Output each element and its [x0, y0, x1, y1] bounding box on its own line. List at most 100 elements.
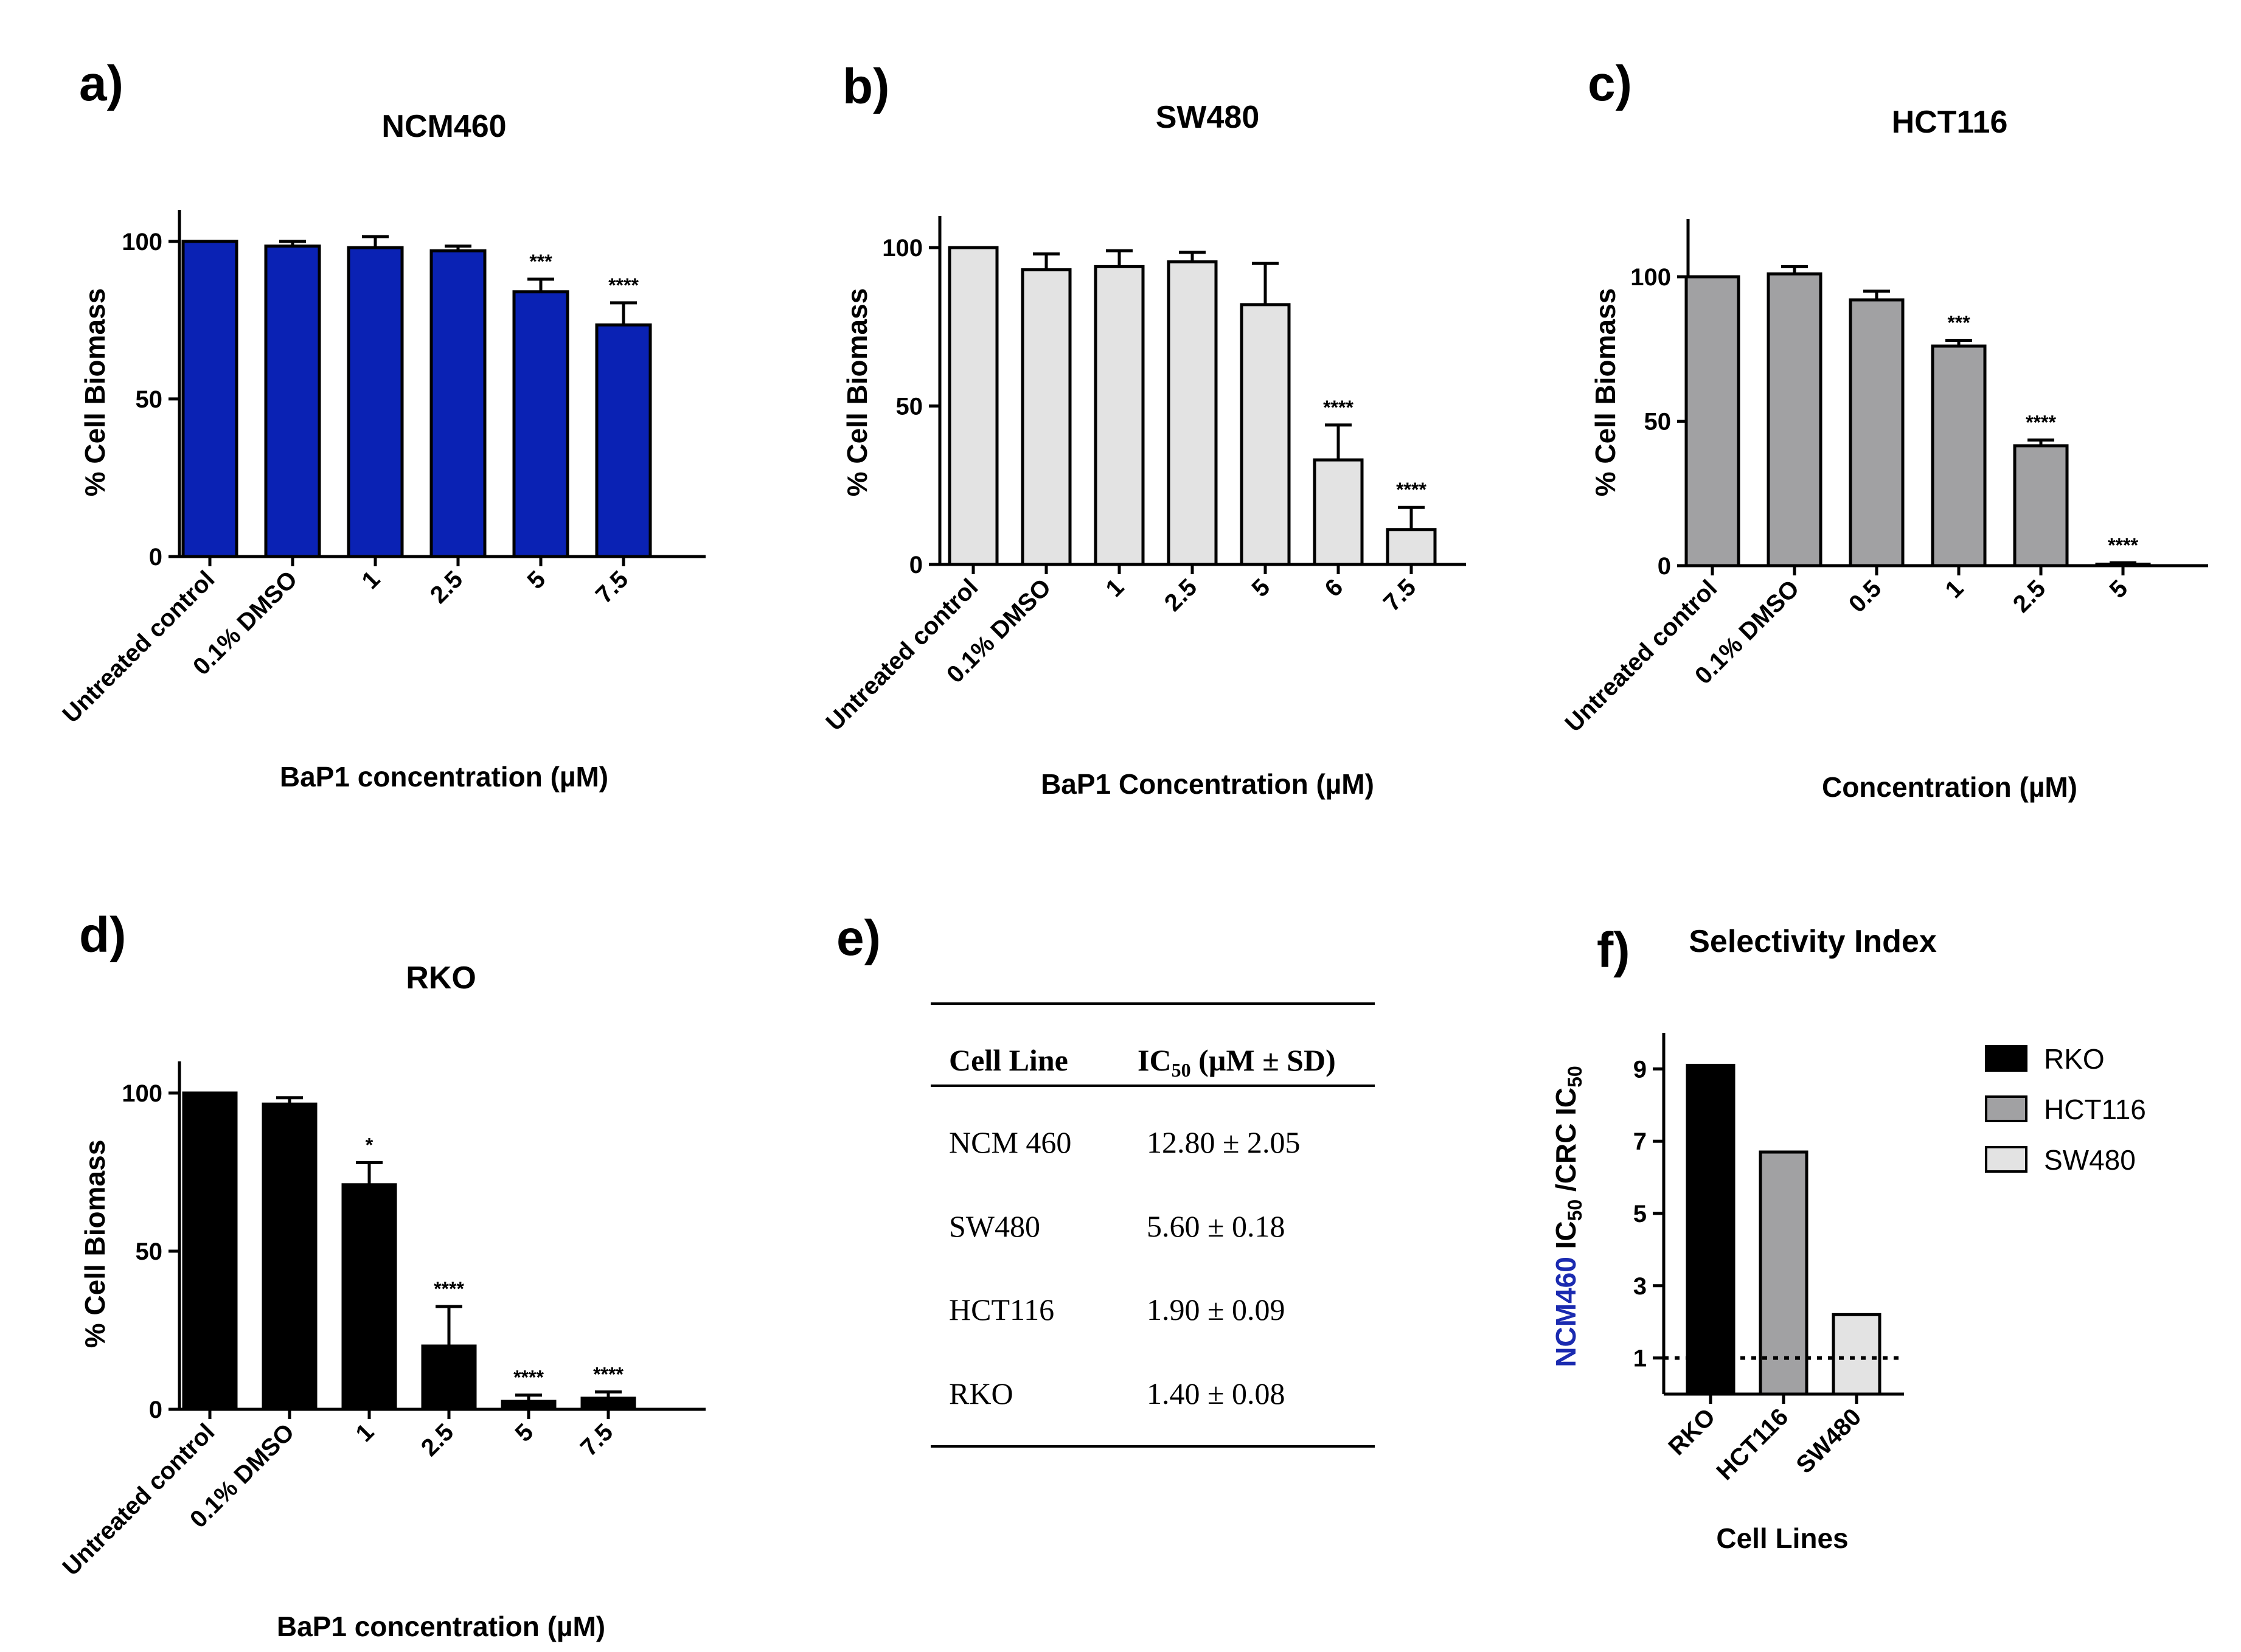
y-axis-label: % Cell Biomass — [79, 1140, 111, 1348]
bar — [512, 290, 569, 558]
x-tick-label: 0.5 — [1844, 575, 1886, 617]
significance-label: **** — [434, 1278, 464, 1300]
panel-letter-e: e) — [836, 911, 881, 966]
x-tick-label: 7.5 — [575, 1418, 618, 1461]
y-tick-label: 50 — [136, 386, 163, 413]
chart-ncm460: NCM460 % Cell Biomass BaP1 concentration… — [58, 109, 706, 793]
x-tick-label: Untreated control — [58, 566, 220, 728]
bar — [501, 1400, 557, 1411]
y-axis-label: % Cell Biomass — [841, 288, 873, 497]
significance-label: *** — [1947, 312, 1970, 334]
bar — [580, 1397, 636, 1411]
y-axis-label-ncm460: NCM460 — [1550, 1257, 1582, 1367]
x-tick-label: 5 — [2105, 575, 2133, 603]
x-tick-label: 7.5 — [591, 566, 633, 608]
table-cell: 1.40 ± 0.08 — [1147, 1376, 1285, 1411]
chart-title: SW480 — [1156, 100, 1260, 135]
chart-title: Selectivity Index — [1689, 924, 1937, 959]
legend-swatch-hct116 — [1985, 1095, 2027, 1122]
table-row: NCM 460 12.80 ± 2.05 — [949, 1125, 1300, 1159]
bar — [1386, 528, 1437, 566]
x-tick-label: 1 — [1101, 574, 1130, 602]
chart-title: NCM460 — [381, 109, 506, 144]
significance-label: **** — [2026, 411, 2056, 433]
table-cell: NCM 460 — [949, 1125, 1071, 1159]
legend-swatch-rko — [1985, 1045, 2027, 1072]
bar — [1686, 1063, 1735, 1396]
bar — [1767, 272, 1822, 567]
ic50-table: Cell Line IC50 (µM ± SD) NCM 460 12.80 ±… — [931, 1002, 1375, 1448]
x-axis-label: Cell Lines — [1716, 1522, 1848, 1554]
x-tick-label: 5 — [510, 1418, 539, 1447]
chart-selectivity-index: Selectivity Index Cell Lines NCM460 IC50… — [1550, 924, 2146, 1554]
bar — [948, 246, 999, 566]
y-tick-label: 50 — [896, 394, 923, 420]
x-tick-label: HCT116 — [1711, 1403, 1793, 1485]
significance-label: **** — [1323, 397, 1353, 418]
x-tick-label: Untreated control — [58, 1418, 220, 1581]
table-cell: RKO — [949, 1376, 1013, 1411]
bar — [2095, 563, 2151, 567]
y-tick-label: 100 — [122, 229, 162, 255]
y-tick-label: 3 — [1633, 1273, 1647, 1300]
y-tick-label: 100 — [122, 1080, 162, 1107]
x-tick-label: 2.5 — [1159, 574, 1202, 616]
legend: RKO HCT116 SW480 — [1985, 1043, 2146, 1176]
legend-label-sw480: SW480 — [2044, 1144, 2136, 1176]
x-axis-label: BaP1 concentration (µM) — [280, 761, 608, 793]
x-tick-label: SW480 — [1791, 1403, 1866, 1479]
panel-letter-f: f) — [1597, 923, 1630, 978]
panel-letter-b: b) — [843, 59, 889, 114]
bar — [1931, 344, 1987, 567]
bar — [347, 246, 404, 558]
significance-label: **** — [608, 274, 639, 296]
significance-label: * — [366, 1134, 374, 1156]
x-tick-label: 5 — [523, 566, 551, 594]
table-header-cell-line: Cell Line — [949, 1043, 1068, 1077]
chart-title: RKO — [406, 960, 476, 996]
x-tick-label: RKO — [1663, 1403, 1720, 1460]
x-tick-label: 2.5 — [2008, 575, 2051, 617]
x-tick-label: 2.5 — [425, 566, 468, 608]
y-tick-label: 1 — [1633, 1345, 1647, 1372]
bar — [429, 249, 487, 558]
legend-swatch-sw480 — [1985, 1146, 2027, 1173]
y-tick-label: 100 — [882, 235, 923, 262]
table-row: RKO 1.40 ± 0.08 — [949, 1376, 1285, 1411]
bar — [341, 1183, 397, 1411]
significance-label: **** — [513, 1367, 544, 1389]
y-tick-label: 9 — [1633, 1056, 1647, 1083]
x-tick-label: 2.5 — [416, 1418, 459, 1461]
x-axis-label: Concentration (µM) — [1822, 771, 2077, 803]
bar — [421, 1344, 477, 1411]
x-tick-label: 6 — [1320, 574, 1349, 602]
chart-sw480: SW480 % Cell Biomass BaP1 Concentration … — [821, 100, 1466, 800]
chart-rko: RKO % Cell Biomass BaP1 concentration (µ… — [58, 960, 706, 1642]
x-axis-label: BaP1 Concentration (µM) — [1041, 768, 1374, 800]
bar — [1684, 275, 1740, 567]
bar — [1832, 1313, 1881, 1396]
table-cell: 5.60 ± 0.18 — [1147, 1209, 1285, 1243]
y-axis-label: % Cell Biomass — [1590, 288, 1621, 497]
x-tick-label: 7.5 — [1378, 574, 1421, 616]
chart-hct116: HCT116 % Cell Biomass Concentration (µM)… — [1560, 105, 2208, 803]
table-cell: 1.90 ± 0.09 — [1147, 1293, 1285, 1327]
table-row: HCT116 1.90 ± 0.09 — [949, 1293, 1285, 1327]
significance-label: **** — [1396, 479, 1426, 501]
x-tick-label: 1 — [351, 1418, 380, 1447]
y-axis-label: % Cell Biomass — [79, 288, 111, 497]
y-axis-label-ratio: IC50 /CRC IC50 — [1550, 1066, 1586, 1257]
x-tick-label: 1 — [357, 566, 386, 594]
bar — [595, 323, 652, 558]
y-tick-label: 0 — [1658, 553, 1671, 580]
bar — [182, 1091, 238, 1411]
y-tick-label: 0 — [149, 1397, 162, 1423]
table-cell: SW480 — [949, 1209, 1040, 1243]
x-tick-label: 1 — [1940, 575, 1969, 603]
x-tick-label: Untreated control — [1560, 575, 1723, 737]
